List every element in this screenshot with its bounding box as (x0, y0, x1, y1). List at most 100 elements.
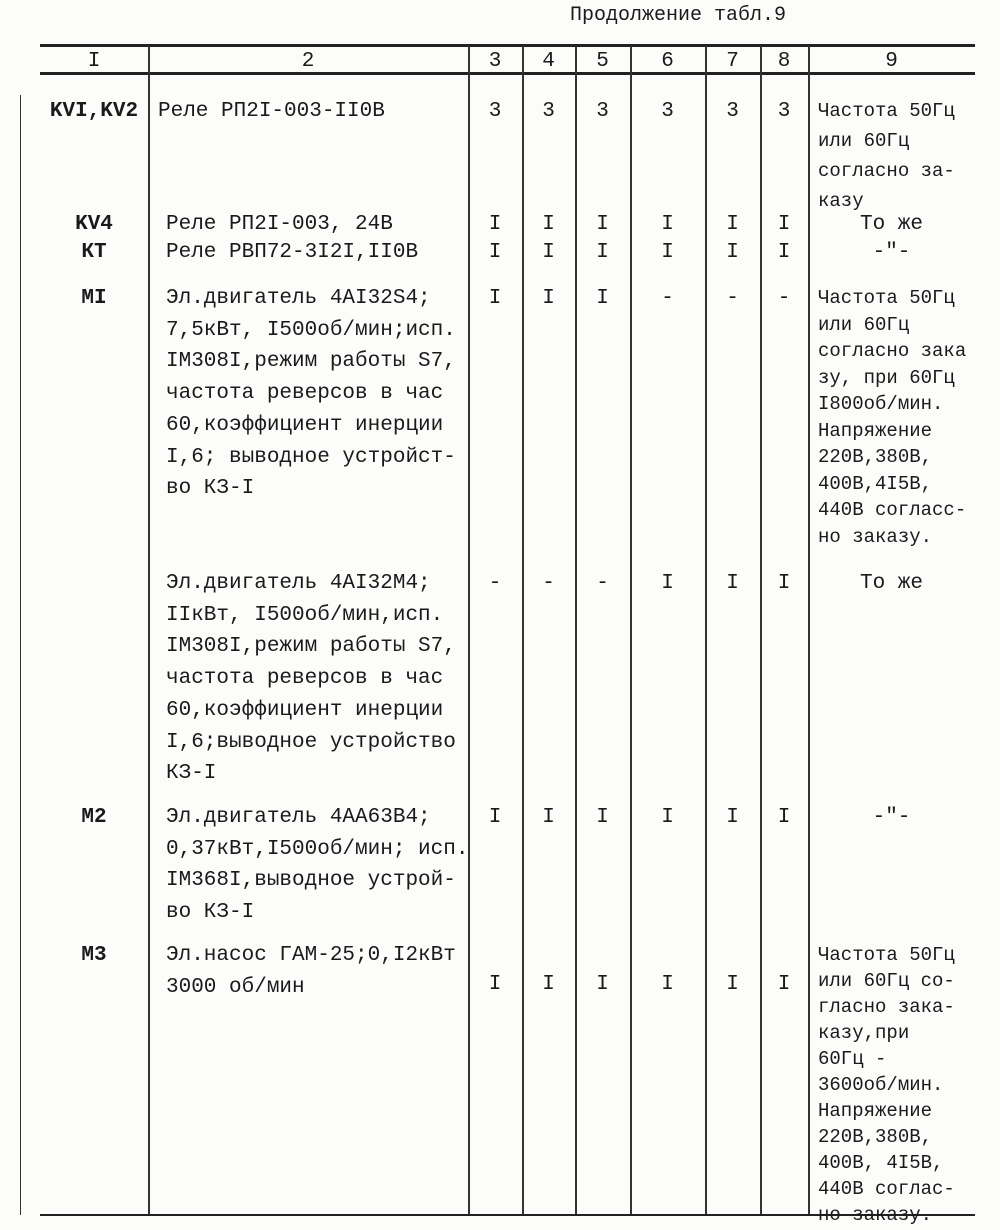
row-quantity: I (542, 806, 555, 829)
column-divider (522, 46, 524, 1214)
table-top-rule (40, 44, 975, 47)
row-quantity: 3 (488, 100, 502, 123)
column-header: 2 (301, 50, 315, 73)
row-note-line: зу, при 60Гц (818, 366, 955, 389)
column-header: 3 (488, 50, 502, 73)
row-note-line: или 60Гц (818, 130, 910, 152)
column-divider (760, 46, 762, 1214)
row-quantity: I (596, 806, 609, 829)
row-quantity: I (488, 213, 502, 236)
row-description-line: IМ308I,режим работы S7, (166, 350, 456, 374)
column-divider (468, 46, 470, 1214)
row-quantity: I (661, 572, 674, 595)
row-description-line: частота реверсов в час (166, 382, 444, 406)
row-quantity: I (488, 241, 502, 264)
row-description-line: Эл.двигатель 4АА63В4; (166, 806, 431, 829)
row-quantity: I (542, 287, 555, 310)
row-note-line: Напряжение (818, 419, 933, 442)
row-quantity: I (542, 973, 555, 996)
row-quantity: I (777, 241, 791, 264)
row-quantity: 3 (726, 100, 739, 123)
row-position: МI (81, 287, 107, 310)
row-quantity: 3 (542, 100, 555, 123)
column-divider (705, 46, 707, 1214)
column-header: 7 (726, 50, 739, 73)
row-note-line: 440В согласс- (818, 499, 967, 521)
row-quantity: I (726, 213, 739, 236)
row-note-line: согласно за- (818, 160, 955, 182)
row-quantity: I (726, 572, 739, 595)
row-note-line: Частота 50Гц (818, 944, 955, 966)
row-description-line: во КЗ-I (166, 901, 255, 925)
column-header: 4 (542, 50, 555, 73)
table-bottom-rule (40, 1214, 975, 1216)
column-header: I (87, 50, 101, 73)
row-note-line: казу (818, 190, 864, 212)
row-quantity: I (726, 806, 739, 829)
row-description-line: 60,коэффициент инерции (166, 698, 444, 722)
left-margin-line (20, 95, 21, 1215)
row-note-line: 440В соглас- (818, 1178, 955, 1200)
column-header: 8 (777, 50, 791, 73)
row-quantity: I (488, 806, 502, 829)
row-note-line: I800об/мин. (818, 393, 944, 415)
row-quantity: I (726, 973, 739, 996)
row-description-line: Эл.насос ГАМ-25;0,I2кВт (166, 944, 456, 967)
row-quantity: I (661, 241, 674, 264)
row-description-line: Реле РП2I-003-II0В (158, 100, 385, 123)
column-divider (630, 46, 632, 1214)
row-quantity: I (596, 213, 609, 236)
row-quantity: I (777, 572, 791, 595)
row-quantity: I (596, 241, 609, 264)
row-quantity: I (542, 213, 555, 236)
row-note-line: Частота 50Гц (818, 287, 955, 309)
row-note-line: 400В, 4I5В, (818, 1152, 944, 1174)
row-note-line: казу,при (818, 1022, 910, 1044)
row-description-line: IМ308I,режим работы S7, (166, 635, 456, 659)
row-quantity: 3 (596, 100, 609, 123)
header-bottom-rule (40, 72, 975, 75)
column-divider (148, 46, 150, 1214)
column-divider (808, 46, 810, 1214)
row-quantity: - (596, 572, 609, 595)
row-quantity: I (661, 806, 674, 829)
row-description-line: 60,коэффициент инерции (166, 413, 444, 437)
row-position: KVI,KV2 (49, 100, 139, 123)
row-note-line: но заказу. (818, 525, 933, 548)
row-quantity: - (777, 287, 791, 310)
row-quantity: I (661, 973, 674, 996)
row-quantity: - (488, 572, 502, 595)
row-description-line: КЗ-I (166, 762, 217, 786)
row-note-line: То же (859, 572, 923, 595)
row-description-line: Эл.двигатель 4АI32М4; (166, 572, 431, 595)
row-quantity: 3 (777, 100, 791, 123)
row-note-line: гласно зака- (818, 996, 955, 1018)
row-quantity: I (777, 973, 791, 996)
row-quantity: I (542, 241, 555, 264)
row-description-line: 7,5кВт, I500об/мин;исп. (166, 318, 456, 342)
column-header: 9 (885, 50, 898, 73)
row-quantity: I (726, 241, 739, 264)
row-quantity: - (542, 572, 555, 595)
row-position: КТ (81, 241, 107, 264)
row-description-line: Реле РВП72-3I2I,II0В (166, 241, 419, 264)
row-position: М2 (81, 806, 107, 829)
row-note-line: То же (859, 213, 923, 236)
row-quantity: - (661, 287, 674, 310)
row-quantity: I (488, 287, 502, 310)
table-caption: Продолжение табл.9 (570, 4, 787, 27)
row-quantity: I (777, 213, 791, 236)
row-description-line: IIкВт, I500об/мин,исп. (166, 603, 444, 627)
row-description-line: 0,37кВт,I500об/мин; исп. (166, 837, 469, 861)
row-quantity: I (596, 973, 609, 996)
row-note-line: -"- (872, 806, 911, 829)
row-note-line: Частота 50Гц (818, 100, 955, 122)
row-quantity: I (596, 287, 609, 310)
row-note-line: или 60Гц (818, 313, 910, 336)
row-description-line: частота реверсов в час (166, 667, 444, 691)
row-note-line: или 60Гц со- (818, 970, 955, 992)
row-quantity: I (661, 213, 674, 236)
row-note-line: Напряжение (818, 1100, 933, 1122)
row-description-line: во КЗ-I (166, 477, 255, 501)
